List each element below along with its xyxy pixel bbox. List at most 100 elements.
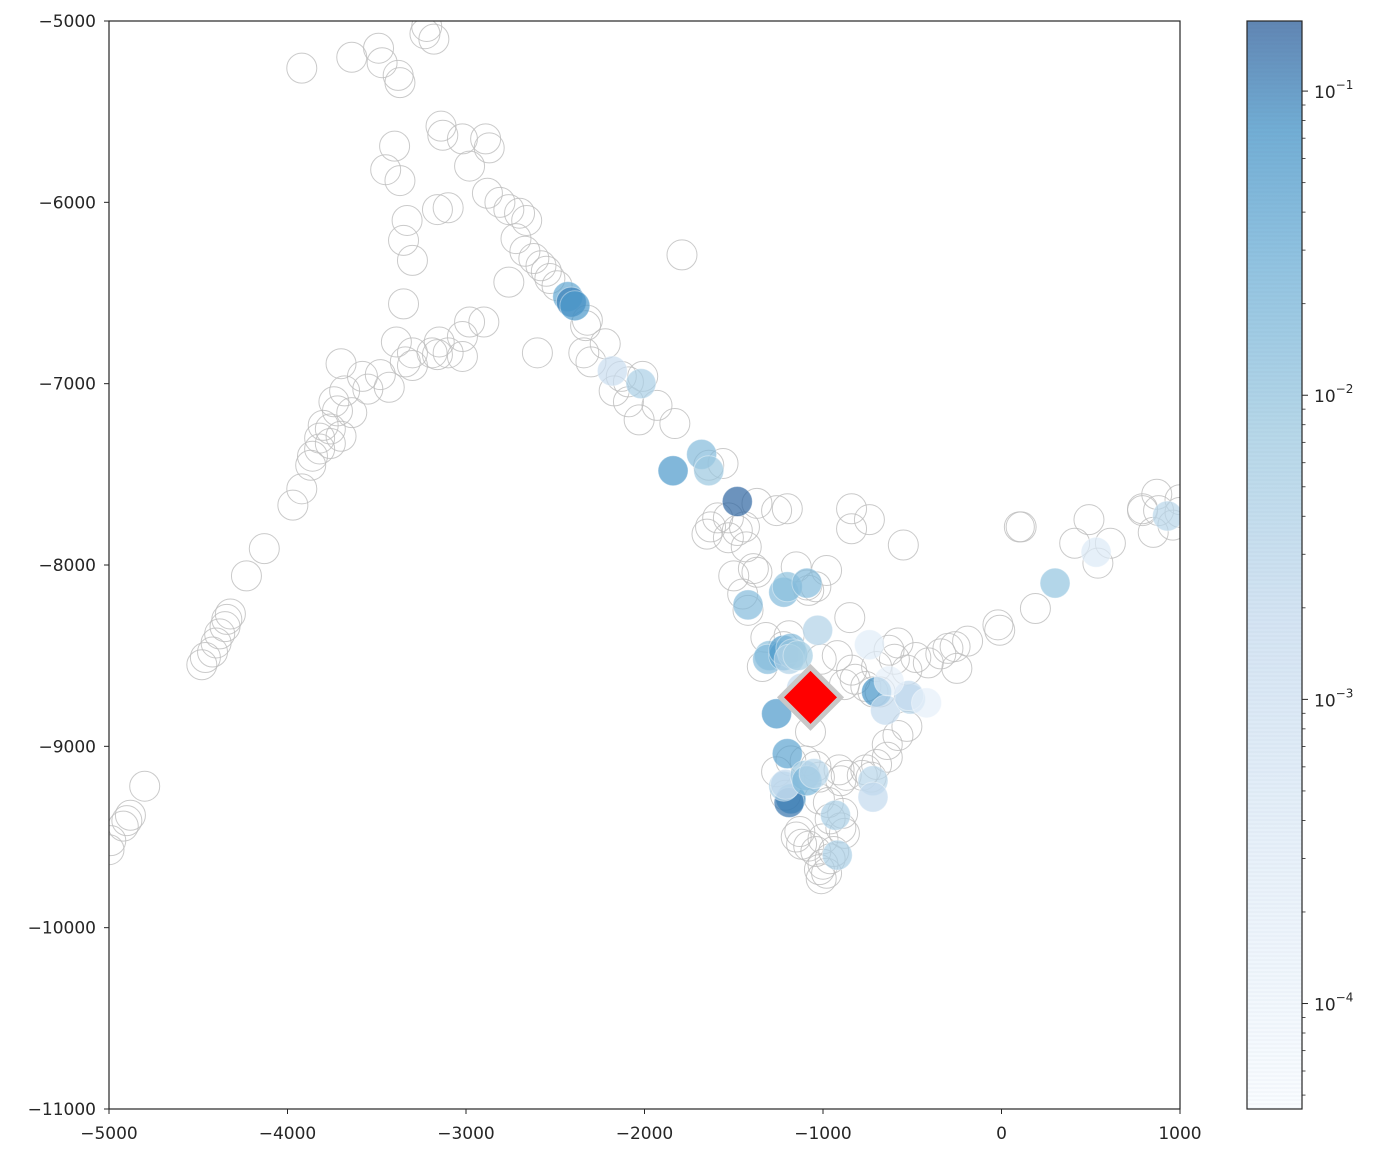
data-point-hollow xyxy=(363,32,395,64)
data-point-hollow xyxy=(230,560,262,592)
data-point-hollow xyxy=(493,266,525,298)
data-point-hollow xyxy=(821,640,853,672)
data-point-hollow xyxy=(525,250,557,282)
data-point-colored xyxy=(853,629,885,661)
data-point-colored xyxy=(819,799,851,831)
data-point-hollow xyxy=(718,560,750,592)
data-point-hollow xyxy=(427,119,459,151)
data-point-hollow xyxy=(521,337,553,369)
data-point-hollow xyxy=(941,652,973,684)
data-point-hollow xyxy=(623,404,655,436)
data-point-hollow xyxy=(325,348,357,380)
plot-area xyxy=(109,21,1180,895)
colorbar-frame xyxy=(1246,20,1303,1110)
data-point-hollow xyxy=(286,473,318,505)
data-point-hollow xyxy=(421,194,453,226)
y-tick-label: −10000 xyxy=(28,919,96,939)
colorbar-tick-exponent: −2 xyxy=(1336,382,1354,396)
y-tick-label: −6000 xyxy=(38,193,96,213)
x-tick-label: −1000 xyxy=(794,1124,852,1144)
data-point-hollow xyxy=(900,641,932,673)
y-tick-label: −8000 xyxy=(38,556,96,576)
colorbar-tick-label: 10−4 xyxy=(1314,991,1353,1016)
data-point-hollow xyxy=(277,489,309,521)
x-tick-label: −5000 xyxy=(80,1124,138,1144)
x-tick-label: 0 xyxy=(996,1124,1007,1144)
data-point-hollow xyxy=(114,799,146,831)
data-point-hollow xyxy=(336,41,368,73)
data-point-hollow xyxy=(286,52,318,84)
data-point-hollow xyxy=(454,306,486,338)
data-point-hollow xyxy=(691,518,723,550)
x-tick-label: −4000 xyxy=(259,1124,317,1144)
data-point-hollow xyxy=(384,67,416,99)
data-point-hollow xyxy=(932,632,964,664)
data-point-colored xyxy=(791,567,823,599)
data-point-colored xyxy=(625,368,657,400)
data-point-hollow xyxy=(380,326,412,358)
data-point-hollow xyxy=(504,197,536,229)
data-point-hollow xyxy=(425,110,457,142)
colorbar-tick-base: 10 xyxy=(1314,996,1336,1016)
data-point-hollow xyxy=(111,805,143,837)
data-point-hollow xyxy=(484,186,516,218)
data-point-colored xyxy=(721,486,753,518)
data-point-hollow xyxy=(1164,484,1180,516)
data-point-hollow xyxy=(384,165,416,197)
data-point-hollow xyxy=(871,729,903,761)
data-point-colored xyxy=(657,455,689,487)
data-point-colored xyxy=(857,781,889,813)
colorbar-tick-label: 10−1 xyxy=(1314,78,1353,103)
colorbar-tick-exponent: −1 xyxy=(1336,78,1354,92)
data-point-hollow xyxy=(325,420,357,452)
data-point-hollow xyxy=(314,413,346,445)
data-point-hollow xyxy=(388,224,420,256)
data-point-hollow xyxy=(446,321,478,353)
colorbar-tick-exponent: −4 xyxy=(1336,991,1354,1005)
data-point-colored xyxy=(821,839,853,871)
data-point-hollow xyxy=(518,243,550,275)
data-point-hollow xyxy=(421,339,453,371)
data-point-hollow xyxy=(366,47,398,79)
data-point-hollow xyxy=(214,598,246,630)
colorbar-tick-base: 10 xyxy=(1314,83,1336,103)
data-point-hollow xyxy=(805,863,837,895)
highlight-diamond-marker xyxy=(776,663,845,731)
colorbar: 10−110−210−310−4 xyxy=(1246,20,1353,1110)
data-point-colored xyxy=(761,698,793,730)
data-point-hollow xyxy=(500,223,532,255)
data-point-colored xyxy=(559,290,591,322)
data-point-hollow xyxy=(373,371,405,403)
data-point-hollow xyxy=(197,636,229,668)
data-point-colored xyxy=(798,758,830,790)
data-point-hollow xyxy=(887,529,919,561)
x-tick-label: −2000 xyxy=(616,1124,674,1144)
colorbar-tick-base: 10 xyxy=(1314,691,1336,711)
data-point-hollow xyxy=(836,493,868,525)
data-point-hollow xyxy=(423,326,455,358)
data-point-colored xyxy=(732,589,764,621)
data-point-hollow xyxy=(379,130,411,162)
data-point-hollow xyxy=(370,154,402,186)
data-point-colored xyxy=(596,355,628,387)
data-point-hollow xyxy=(409,21,441,50)
data-point-hollow xyxy=(984,614,1016,646)
data-point-hollow xyxy=(109,810,139,842)
y-tick-label: −7000 xyxy=(38,375,96,395)
data-point-hollow xyxy=(248,533,280,565)
data-point-hollow xyxy=(418,23,450,55)
data-point-hollow xyxy=(396,244,428,276)
colorbar-tick-label: 10−2 xyxy=(1314,382,1353,407)
axes: −5000 −4000 −3000 −2000 −1000 0 1000−5000−6000… xyxy=(28,12,1202,1144)
data-point-hollow xyxy=(771,493,803,525)
data-point-hollow xyxy=(939,631,971,663)
data-point-hollow xyxy=(784,816,816,848)
data-point-hollow xyxy=(853,504,885,536)
y-tick-label: −9000 xyxy=(38,737,96,757)
data-point-hollow xyxy=(695,511,727,543)
data-point-hollow xyxy=(761,495,793,527)
data-point-hollow xyxy=(493,194,525,226)
data-point-hollow xyxy=(189,641,221,673)
data-point-hollow xyxy=(454,150,486,182)
